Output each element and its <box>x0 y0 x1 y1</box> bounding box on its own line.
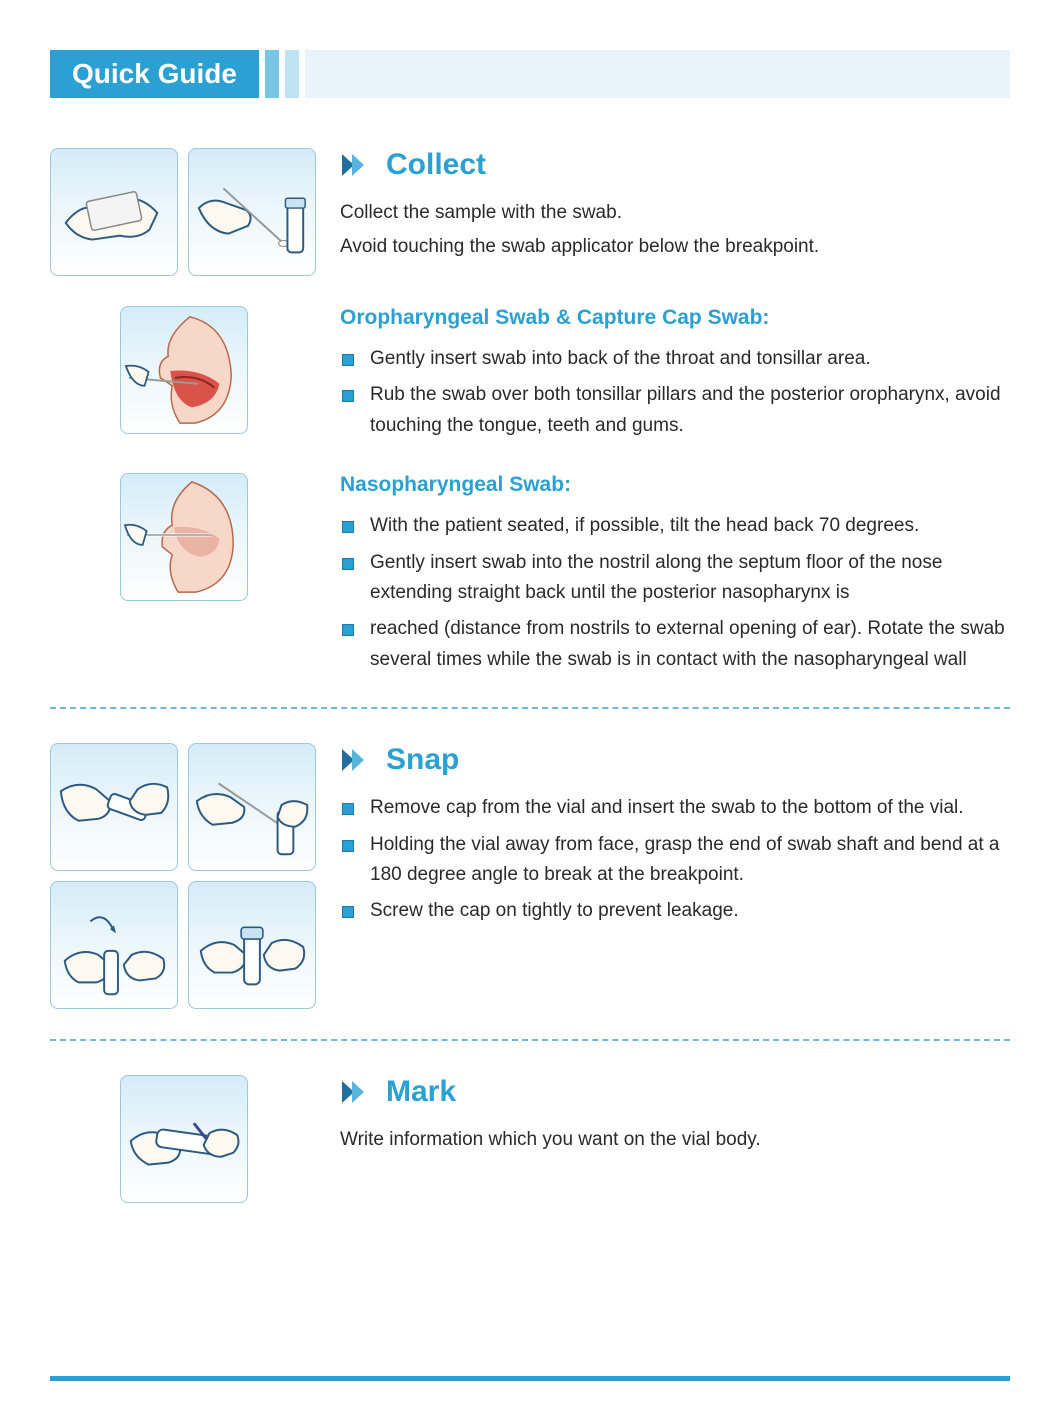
section-mark: Mark Write information which you want on… <box>50 1075 1010 1203</box>
illus-hands-open-package <box>50 148 178 276</box>
mark-body-line-1: Write information which you want on the … <box>340 1125 1010 1155</box>
naso-bullet-1: With the patient seated, if possible, ti… <box>340 511 1010 541</box>
illus-hands-write-vial <box>120 1075 248 1203</box>
oro-illustration-col <box>50 306 340 447</box>
page-title: Quick Guide <box>50 50 259 98</box>
header-accent-bar-1 <box>265 50 279 98</box>
header-accent-tail <box>305 50 1010 98</box>
illus-hands-screw-cap <box>188 881 316 1009</box>
oro-text: Oropharyngeal Swab & Capture Cap Swab: G… <box>340 306 1010 447</box>
mark-heading-label: Mark <box>386 1075 456 1109</box>
naso-bullet-3: reached (distance from nostrils to exter… <box>340 614 1010 675</box>
collect-body-line-1: Collect the sample with the swab. <box>340 198 1010 228</box>
collect-heading: Collect <box>340 148 1010 182</box>
footer-accent-bar <box>50 1376 1010 1381</box>
arrow-icon <box>340 150 370 180</box>
snap-heading-label: Snap <box>386 743 459 777</box>
section-snap: Snap Remove cap from the vial and insert… <box>50 743 1010 1009</box>
snap-bullet-3: Screw the cap on tightly to prevent leak… <box>340 896 1010 926</box>
section-divider-2 <box>50 1039 1010 1041</box>
oro-bullet-2: Rub the swab over both tonsillar pillars… <box>340 380 1010 441</box>
snap-illustrations <box>50 743 340 1009</box>
collect-heading-label: Collect <box>386 148 486 182</box>
section-divider-1 <box>50 707 1010 709</box>
collect-body-line-2: Avoid touching the swab applicator below… <box>340 232 1010 262</box>
mark-heading: Mark <box>340 1075 1010 1109</box>
naso-text: Nasopharyngeal Swab: With the patient se… <box>340 473 1010 681</box>
mark-illustration-col <box>50 1075 340 1203</box>
naso-heading: Nasopharyngeal Swab: <box>340 473 1010 497</box>
collect-text: Collect Collect the sample with the swab… <box>340 148 1010 276</box>
snap-heading: Snap <box>340 743 1010 777</box>
snap-bullet-2: Holding the vial away from face, grasp t… <box>340 830 1010 891</box>
arrow-icon <box>340 745 370 775</box>
mark-body: Write information which you want on the … <box>340 1125 1010 1155</box>
illus-hands-swab-vial <box>188 148 316 276</box>
oro-bullet-1: Gently insert swab into back of the thro… <box>340 344 1010 374</box>
subsection-oropharyngeal: Oropharyngeal Swab & Capture Cap Swab: G… <box>50 306 1010 447</box>
mark-text: Mark Write information which you want on… <box>340 1075 1010 1203</box>
oro-bullets: Gently insert swab into back of the thro… <box>340 344 1010 441</box>
header-banner: Quick Guide <box>50 50 1010 98</box>
arrow-icon <box>340 1077 370 1107</box>
collect-illustrations <box>50 148 340 276</box>
oro-heading: Oropharyngeal Swab & Capture Cap Swab: <box>340 306 1010 330</box>
snap-text: Snap Remove cap from the vial and insert… <box>340 743 1010 1009</box>
naso-bullets: With the patient seated, if possible, ti… <box>340 511 1010 675</box>
subsection-nasopharyngeal: Nasopharyngeal Swab: With the patient se… <box>50 473 1010 681</box>
snap-bullet-1: Remove cap from the vial and insert the … <box>340 793 1010 823</box>
naso-bullet-2: Gently insert swab into the nostril alon… <box>340 548 1010 609</box>
illus-oropharyngeal-diagram <box>120 306 248 434</box>
header-accent-bar-2 <box>285 50 299 98</box>
collect-body: Collect the sample with the swab. Avoid … <box>340 198 1010 263</box>
illus-hands-insert-swab <box>188 743 316 871</box>
naso-illustration-col <box>50 473 340 681</box>
illus-hands-break-swab <box>50 881 178 1009</box>
illus-nasopharyngeal-diagram <box>120 473 248 601</box>
section-collect: Collect Collect the sample with the swab… <box>50 148 1010 276</box>
illus-hands-remove-cap <box>50 743 178 871</box>
snap-bullets: Remove cap from the vial and insert the … <box>340 793 1010 927</box>
